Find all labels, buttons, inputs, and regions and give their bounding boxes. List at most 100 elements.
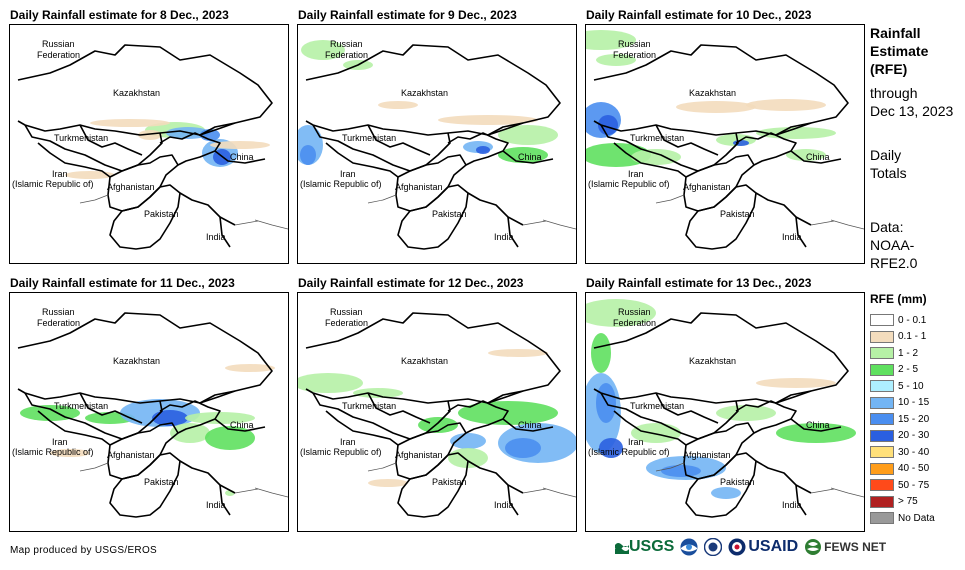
rainfall-patch [498,147,548,163]
map-label-russia-1: Russian [330,39,363,49]
border-line [685,184,757,250]
border-line [755,460,812,494]
legend-item: No Data [870,510,935,527]
panel-title-5: Daily Rainfall estimate for 12 Dec., 202… [298,276,524,290]
noaa-logo-icon [680,538,698,556]
border-line [795,484,807,516]
border-line [502,150,554,164]
border-line [467,192,524,226]
map-label-kazakhstan: Kazakhstan [401,356,448,366]
rainfall-patch [210,141,270,149]
legend-label: No Data [898,512,935,524]
map-label-india: India [494,232,514,242]
legend-swatch [870,314,894,327]
legend-item: 30 - 40 [870,444,935,461]
rainfall-patch [418,417,458,433]
map-label-turkmenistan: Turkmenistan [342,401,396,411]
rainfall-patch [596,54,636,66]
border-line [755,192,812,226]
border-line [305,312,561,404]
border-line [37,410,111,446]
legend-item: 0 - 0.1 [870,312,935,329]
rainfall-patch [170,423,210,443]
border-line [447,132,509,166]
rainfall-patch [378,101,418,109]
map-label-iran-2: (Islamic Republic of) [300,447,382,457]
rainfall-patch [368,479,408,487]
map-label-iran-2: (Islamic Republic of) [300,179,382,189]
usaid-seal-icon [728,538,746,556]
rainfall-patch [586,299,656,327]
legend-swatch [870,363,894,376]
rainfall-patch [498,125,558,145]
border-line [613,410,687,446]
border-line [790,150,842,164]
rainfall-patch [661,465,701,477]
border-line [79,392,143,424]
rainfall-map-5: Russian Federation Kazakhstan Turkmenistan I… [297,292,577,532]
map-label-iran-1: Iran [628,169,644,179]
map-label-china: China [806,420,830,430]
legend-label: 1 - 2 [898,347,919,359]
map-label-afghanistan: Afghanistan [107,450,155,460]
border-line [487,390,524,404]
usgs-wave-icon [615,543,629,554]
legend: 0 - 0.1 0.1 - 1 1 - 2 2 - 5 5 - 10 10 - 15 15 … [870,312,935,527]
province-line [655,462,685,472]
border-line [219,484,231,516]
rainfall-patch [301,40,345,60]
map-label-pakistan: Pakistan [432,477,467,487]
legend-swatch [870,380,894,393]
usaid-logo: USAID [728,538,798,556]
rainfall-patch [50,449,90,457]
rainfall-patch [676,101,756,113]
map-label-iran-1: Iran [52,169,68,179]
map-label-kazakhstan: Kazakhstan [113,88,160,98]
province-line [655,194,685,204]
border-line [367,392,431,424]
legend-item: 50 - 75 [870,477,935,494]
legend-label: 10 - 15 [898,397,930,409]
border-line [447,400,509,434]
map-label-china: China [518,420,542,430]
rainfall-patch [458,401,558,425]
map-label-kazakhstan: Kazakhstan [401,88,448,98]
sidebar-data-line-1: Data: [870,219,904,235]
country-borders [593,44,849,250]
map-label-iran-1: Iran [628,437,644,447]
map-label-kazakhstan: Kazakhstan [113,356,160,366]
border-line [593,312,849,404]
border-line [683,422,755,480]
rainfall-map-2: Russian Federation Kazakhstan Turkmenistan I… [297,24,577,264]
border-line [367,124,431,156]
province-line [79,462,109,472]
border-line [655,124,719,156]
usgs-logo: USGS [615,538,674,556]
rainfall-patch [300,145,316,165]
border-line [600,392,739,440]
border-line [655,392,719,424]
province-line [542,487,576,498]
legend-item: 5 - 10 [870,378,935,395]
rainfall-patch [599,438,623,458]
map-label-iran-2: (Islamic Republic of) [12,447,94,457]
map-label-turkmenistan: Turkmenistan [54,133,108,143]
map-label-iran-2: (Islamic Republic of) [588,447,670,457]
map-label-afghanistan: Afghanistan [395,182,443,192]
rainfall-patch [716,405,776,421]
sidebar-title: Rainfall Estimate (RFE) [870,24,928,78]
map-label-afghanistan: Afghanistan [683,182,731,192]
sidebar-data-line-3: RFE2.0 [870,255,918,271]
legend-label: 30 - 40 [898,446,930,458]
border-line [37,142,111,178]
border-line [395,154,467,212]
border-line [159,132,221,166]
province-line [367,462,397,472]
border-line [159,400,221,434]
legend-swatch [870,512,894,525]
legend-title: RFE (mm) [870,292,927,306]
rainfall-patch [756,378,836,388]
legend-label: 50 - 75 [898,479,930,491]
